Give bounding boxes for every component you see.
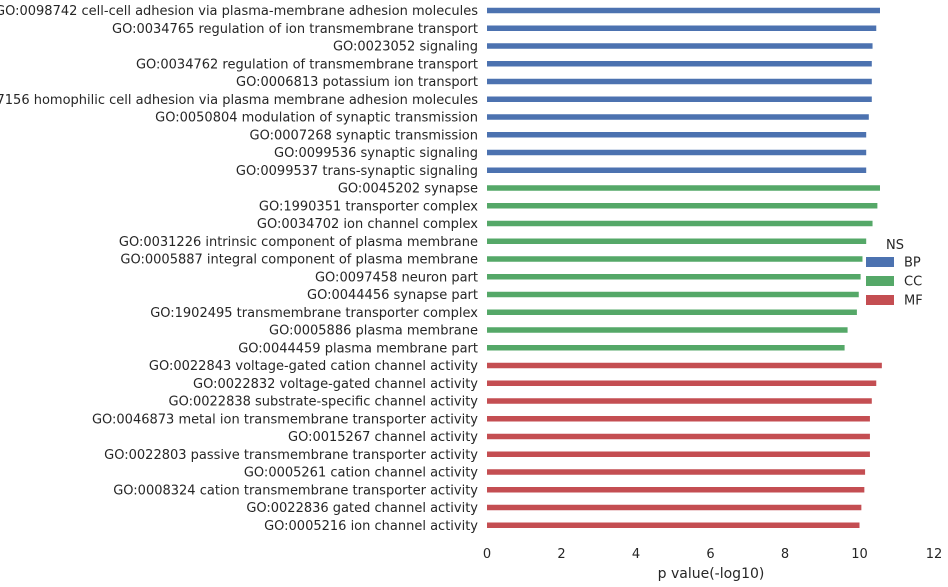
bar-bp-5 — [487, 78, 872, 85]
legend: NS BP CC MF — [866, 238, 923, 309]
category-label: GO:0046873 metal ion transmembrane trans… — [92, 412, 478, 427]
category-label: GO:0044459 plasma membrane part — [238, 341, 478, 356]
category-label: GO:0034765 regulation of ion transmembra… — [112, 22, 478, 37]
legend-swatch-cc — [866, 276, 894, 286]
x-axis: 0 2 4 6 8 10 12 — [483, 547, 942, 562]
category-label: GO:0099537 trans-synaptic signaling — [236, 164, 478, 179]
category-label: GO:0022836 gated channel activity — [246, 501, 478, 516]
bar-cc-18 — [487, 309, 857, 315]
category-label: GO:0006813 potassium ion transport — [236, 75, 478, 90]
bar-mf-26 — [487, 451, 870, 457]
x-tick-label: 6 — [706, 547, 714, 562]
x-tick-label: 10 — [851, 547, 868, 562]
bar-mf-30 — [487, 522, 860, 528]
bar-cc-13 — [487, 220, 873, 227]
category-label: GO:0034762 regulation of transmembrane t… — [136, 57, 478, 72]
category-label: GO:0044456 synapse part — [307, 288, 478, 303]
x-axis-label: p value(-log10) — [658, 566, 765, 582]
category-label: GO:0005261 cation channel activity — [244, 466, 478, 481]
x-tick-label: 12 — [926, 547, 943, 562]
category-label: GO:0022838 substrate-specific channel ac… — [169, 395, 479, 410]
legend-swatch-bp — [866, 257, 894, 267]
bar-mf-29 — [487, 504, 862, 511]
bar-mf-22 — [487, 380, 877, 386]
bar-mf-25 — [487, 433, 870, 440]
bar-mf-24 — [487, 416, 870, 422]
x-tick-label: 0 — [483, 547, 491, 562]
category-label: GO:0022843 voltage-gated cation channel … — [149, 359, 478, 374]
category-label: GO:0097458 neuron part — [315, 270, 478, 285]
bar-cc-17 — [487, 291, 859, 298]
category-label: GO:1902495 transmembrane transporter com… — [150, 306, 478, 321]
bar-cc-14 — [487, 238, 867, 244]
x-tick-label: 8 — [781, 547, 789, 562]
category-label: GO:0022803 passive transmembrane transpo… — [104, 448, 478, 463]
category-label: GO:0005886 plasma membrane — [269, 324, 478, 339]
bar-bp-1 — [487, 7, 880, 14]
x-tick-label: 2 — [557, 547, 565, 562]
bar-bp-4 — [487, 61, 872, 67]
category-label: GO:1990351 transporter complex — [259, 199, 478, 214]
category-label: GO:0034702 ion channel complex — [257, 217, 478, 232]
bar-mf-21 — [487, 362, 882, 369]
bar-bp-9 — [487, 149, 867, 156]
category-label: GO:0008324 cation transmembrane transpor… — [113, 483, 478, 498]
legend-swatch-mf — [866, 295, 894, 305]
category-label: GO:0005216 ion channel activity — [264, 519, 478, 534]
legend-label-cc: CC — [904, 275, 922, 290]
category-label: GO:0007268 synaptic transmission — [250, 128, 478, 143]
category-label: GO:0099536 synaptic signaling — [274, 146, 478, 161]
bar-bp-7 — [487, 114, 869, 120]
legend-label-bp: BP — [904, 256, 921, 271]
x-tick-label: 4 — [632, 547, 640, 562]
category-label: GO:0022832 voltage-gated channel activit… — [193, 377, 478, 392]
bar-bp-6 — [487, 96, 872, 102]
category-label: GO:0045202 synapse — [338, 182, 478, 197]
bar-bp-3 — [487, 43, 873, 49]
category-label: GO:0050804 modulation of synaptic transm… — [155, 111, 478, 126]
bar-bp-8 — [487, 132, 867, 138]
bar-mf-28 — [487, 487, 865, 493]
bar-mf-23 — [487, 398, 872, 404]
bar-cc-19 — [487, 327, 848, 333]
category-label: GO:0031226 intrinsic component of plasma… — [119, 235, 478, 250]
bar-cc-20 — [487, 345, 845, 351]
category-labels: GO:0098742 cell-cell adhesion via plasma… — [0, 4, 478, 534]
bar-mf-27 — [487, 469, 866, 475]
bar-cc-11 — [487, 185, 880, 191]
category-label: GO:0007156 homophilic cell adhesion via … — [0, 93, 478, 108]
bar-cc-15 — [487, 256, 863, 262]
category-label: GO:0005887 integral component of plasma … — [120, 253, 478, 268]
category-label: GO:0098742 cell-cell adhesion via plasma… — [0, 4, 478, 19]
category-label: GO:0015267 channel activity — [288, 430, 478, 445]
legend-label-mf: MF — [904, 294, 923, 309]
bar-bp-2 — [487, 25, 877, 31]
bar-cc-12 — [487, 203, 878, 209]
legend-title: NS — [886, 238, 904, 253]
bars-layer — [487, 7, 882, 528]
category-label: GO:0023052 signaling — [333, 40, 478, 55]
bar-bp-10 — [487, 167, 867, 173]
bar-cc-16 — [487, 274, 861, 280]
